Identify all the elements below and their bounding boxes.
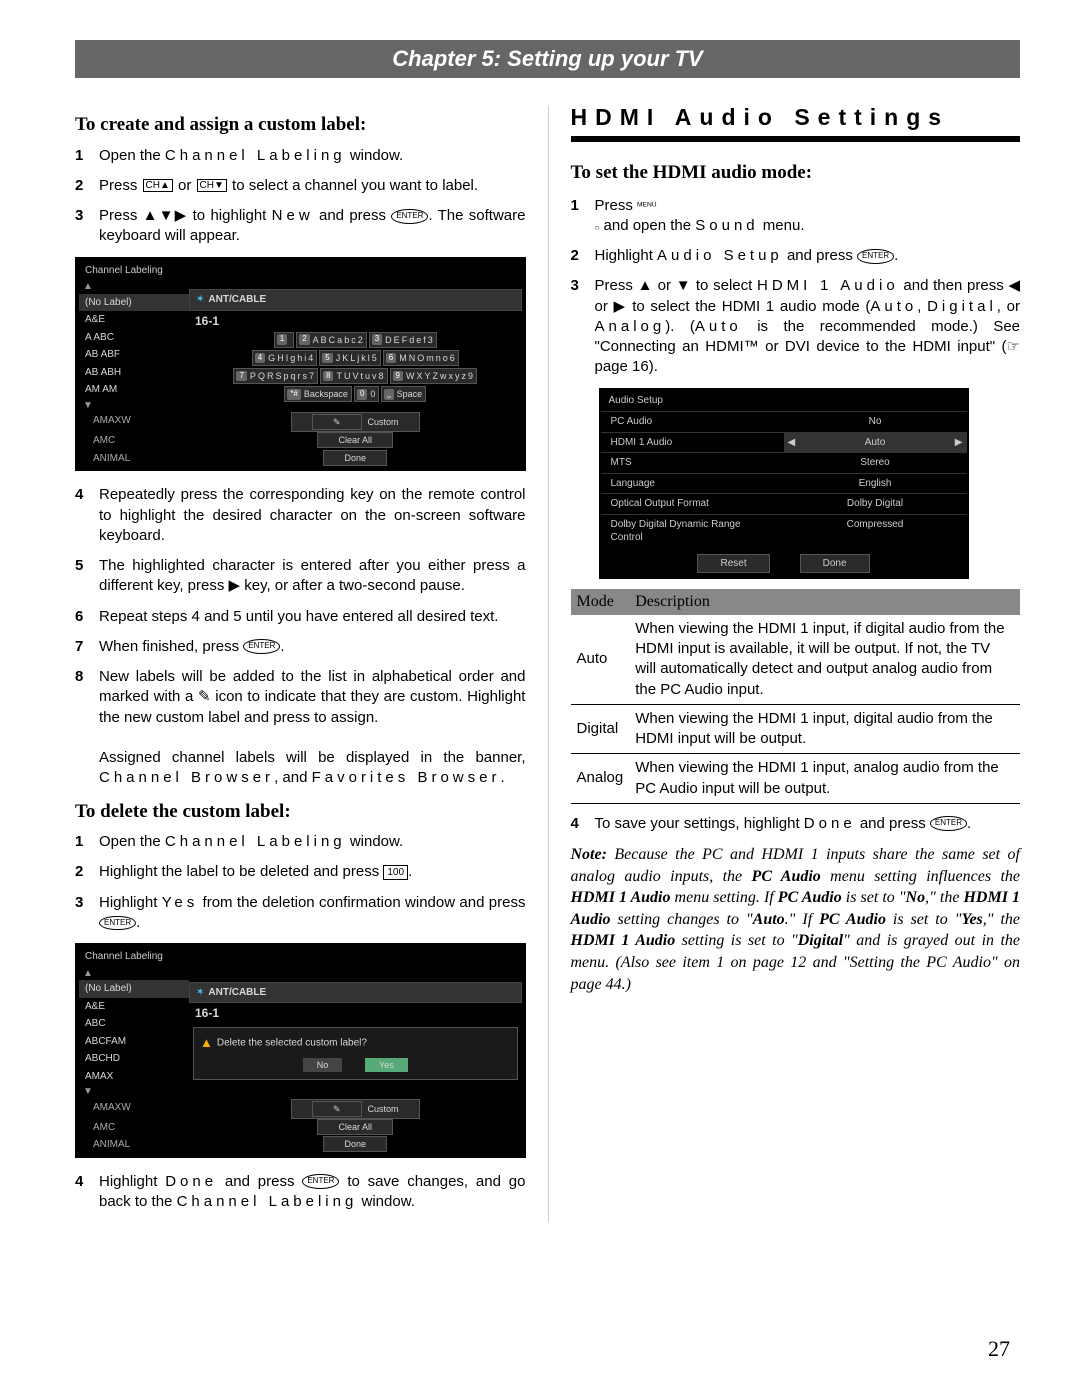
ch-up-icon: CH▲	[143, 179, 173, 192]
enter-icon: ENTER	[391, 209, 428, 224]
warning-icon: ▲	[200, 1035, 213, 1050]
enter-icon: ENTER	[857, 249, 894, 264]
step-body: Open the Channel Labeling window.	[99, 146, 526, 166]
enter-icon: ENTER	[930, 816, 967, 831]
heading-create-label: To create and assign a custom label:	[75, 112, 526, 138]
enter-icon: ENTER	[302, 1174, 339, 1189]
scroll-down-icon: ▼	[79, 399, 189, 413]
right-column: HDMI Audio Settings To set the HDMI audi…	[548, 106, 1021, 1222]
star-icon: ✶	[196, 294, 204, 305]
yes-button[interactable]: Yes	[365, 1058, 408, 1072]
heading-delete-label: To delete the custom label:	[75, 799, 526, 825]
chapter-band: Chapter 5: Setting up your TV	[75, 40, 1020, 78]
enter-icon: ENTER	[243, 639, 280, 654]
osd-channel-labeling-keyboard: Channel Labeling ▲ (No Label)A&EA ABCAB …	[75, 257, 526, 472]
key-100-icon: 100	[383, 865, 408, 881]
ch-down-icon: CH▼	[197, 179, 227, 192]
section-band: HDMI Audio Settings	[571, 102, 1021, 142]
left-column: To create and assign a custom label: 1 O…	[75, 106, 548, 1222]
enter-icon: ENTER	[99, 916, 136, 931]
pencil-icon: ✎	[198, 688, 211, 705]
page-number: 27	[988, 1336, 1010, 1362]
note-text: Note: Because the PC and HDMI 1 inputs s…	[571, 844, 1021, 995]
no-button[interactable]: No	[303, 1058, 343, 1072]
heading-hdmi-audio: To set the HDMI audio mode:	[571, 160, 1021, 186]
scroll-up-icon: ▲	[79, 280, 189, 294]
osd-delete-confirm: Channel Labeling ▲ (No Label)A&EABCABCFA…	[75, 943, 526, 1158]
done-button[interactable]: Done	[800, 554, 870, 574]
osd-audio-setup: Audio Setup PC AudioNoHDMI 1 Audio◀Auto▶…	[599, 388, 969, 580]
hdmi-mode-table: ModeDescription AutoWhen viewing the HDM…	[571, 589, 1021, 804]
arrows-icon: ▲▼▶	[143, 207, 188, 224]
reset-button[interactable]: Reset	[697, 554, 769, 574]
step-num: 1	[75, 146, 99, 166]
